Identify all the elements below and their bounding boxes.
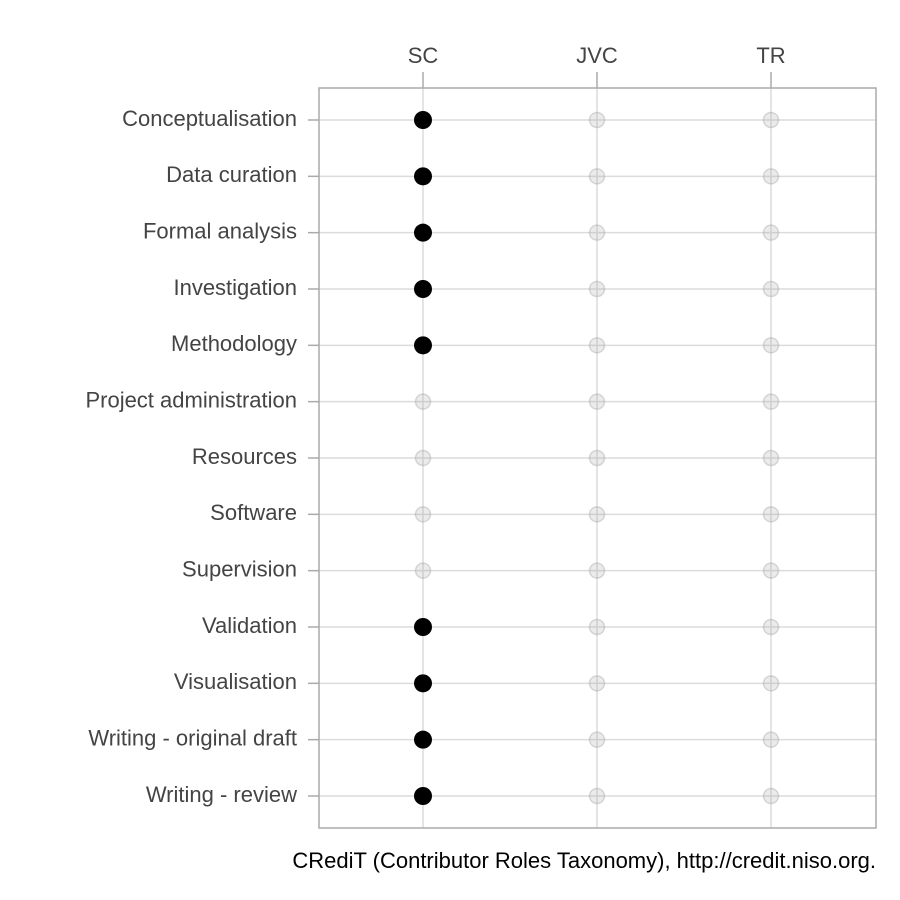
dot	[762, 111, 780, 129]
dot	[762, 787, 780, 805]
dot	[762, 675, 780, 692]
dot	[414, 506, 432, 523]
y-tick-label: Resources	[192, 444, 297, 469]
dot	[588, 449, 606, 467]
y-tick-label: Conceptualisation	[122, 106, 297, 131]
dot	[588, 168, 606, 185]
dot	[762, 224, 780, 241]
dot	[588, 618, 606, 636]
dot	[414, 223, 432, 242]
y-tick-label: Writing - review	[146, 782, 297, 807]
y-tick-label: Formal analysis	[143, 218, 297, 243]
column-label: JVC	[576, 43, 618, 68]
dot	[414, 674, 432, 693]
dot	[588, 787, 606, 805]
dot	[414, 562, 432, 579]
y-tick-label: Investigation	[173, 275, 297, 300]
dot	[414, 111, 432, 129]
dot	[762, 506, 780, 523]
dot	[588, 337, 606, 354]
dot	[414, 449, 432, 467]
dot	[414, 730, 432, 749]
y-tick-label: Software	[210, 500, 297, 525]
column-label: SC	[408, 43, 439, 68]
dot	[588, 675, 606, 692]
dot	[588, 562, 606, 579]
dot	[588, 280, 606, 298]
y-tick-label: Visualisation	[174, 669, 297, 694]
y-tick-label: Project administration	[85, 387, 297, 412]
y-tick-label: Supervision	[182, 556, 297, 581]
dot	[588, 224, 606, 241]
dot	[762, 618, 780, 636]
dot	[414, 787, 432, 805]
y-tick-label: Data curation	[166, 162, 297, 187]
dot	[762, 731, 780, 748]
y-tick-label: Methodology	[171, 331, 297, 356]
dot	[414, 618, 432, 636]
dot	[762, 449, 780, 467]
dot	[414, 167, 432, 186]
dot	[588, 393, 606, 410]
dot	[414, 280, 432, 298]
y-tick-label: Writing - original draft	[88, 725, 297, 750]
dot	[588, 111, 606, 129]
caption: CRediT (Contributor Roles Taxonomy), htt…	[292, 848, 876, 873]
y-tick-label: Validation	[202, 613, 297, 638]
dot	[588, 506, 606, 523]
dot	[762, 337, 780, 354]
dot	[414, 393, 432, 410]
dot	[762, 280, 780, 298]
dot	[588, 731, 606, 748]
dot	[762, 562, 780, 579]
dot	[762, 393, 780, 410]
column-label: TR	[756, 43, 785, 68]
dot	[414, 336, 432, 355]
dot	[762, 168, 780, 185]
